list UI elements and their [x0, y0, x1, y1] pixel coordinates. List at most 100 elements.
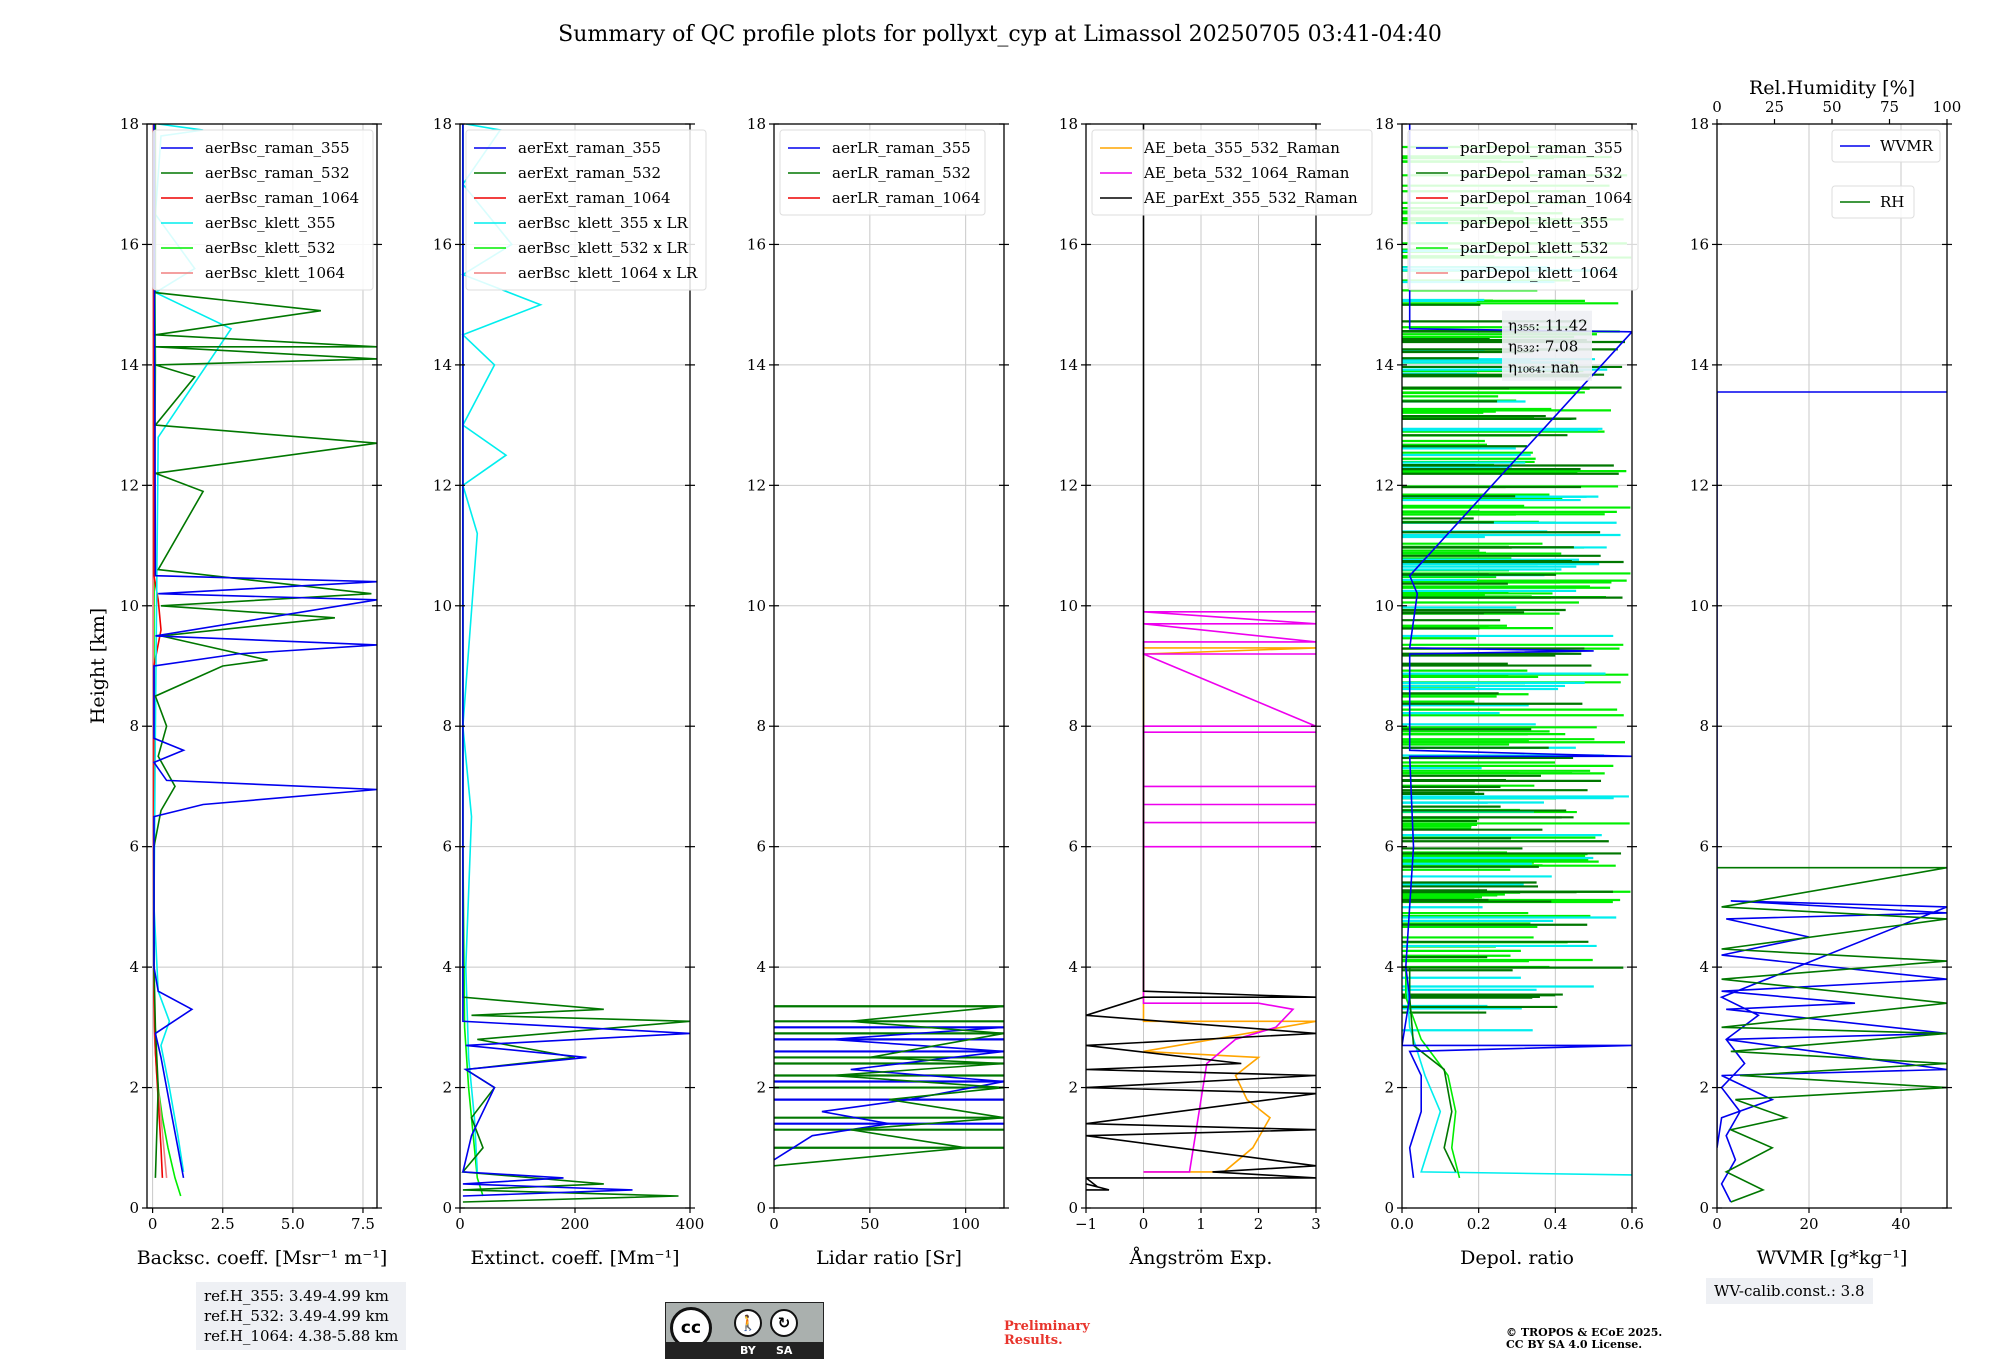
eta-label: η₅₃₂: 7.08 — [1508, 338, 1578, 356]
panel-depol: 0 2 4 6 8 10 12 14 16 18 0.0 0.2 0.4 0.6 Depol. ratio p… — [1375, 115, 1644, 1269]
ytick-label: 8 — [1384, 717, 1394, 735]
copyright-note: © TROPOS & ECoE 2025. CC BY SA 4.0 Licen… — [1506, 1327, 1662, 1351]
x-axis-label: Extinct. coeff. [Mm⁻¹] — [470, 1247, 679, 1269]
series-parDepol_klett_355 — [1405, 967, 1632, 1176]
ref-h-532: ref.H_532: 3.49-4.99 km — [204, 1307, 389, 1325]
ytick-label: 6 — [1384, 838, 1394, 856]
xtick-label: −1 — [1075, 1215, 1097, 1233]
legend-entry: aerBsc_raman_1064 — [205, 189, 359, 207]
data-layer — [774, 1005, 1004, 1167]
ytick-label: 16 — [747, 235, 766, 253]
ytick-label: 10 — [120, 597, 139, 615]
legend-box — [779, 129, 986, 216]
legend-entry: aerBsc_klett_355 x LR — [518, 214, 689, 232]
ytick-label: 2 — [1699, 1079, 1709, 1097]
ytick-label: 18 — [120, 115, 139, 133]
legend-entry: RH — [1880, 193, 1904, 211]
legend-box — [1831, 185, 1915, 219]
legend-entry: aerExt_raman_532 — [518, 164, 661, 182]
legend-entry: aerBsc_klett_532 x LR — [518, 239, 689, 257]
legend-entry: parDepol_klett_355 — [1460, 214, 1609, 232]
page-title: Summary of QC profile plots for pollyxt_… — [558, 22, 1442, 47]
ytick-label: 10 — [1059, 597, 1078, 615]
xtick-label: 1 — [1196, 1215, 1206, 1233]
xtick-label: 0.2 — [1467, 1215, 1491, 1233]
ytick-label: 6 — [442, 838, 452, 856]
series-aerBsc_raman_355 — [152, 124, 377, 1179]
top-xtick-label: 100 — [1933, 98, 1962, 116]
xtick-label: 200 — [561, 1215, 590, 1233]
ytick-label: 14 — [433, 356, 452, 374]
ytick-label: 4 — [442, 958, 452, 976]
ytick-label: 14 — [120, 356, 139, 374]
ref-h-355: ref.H_355: 3.49-4.99 km — [204, 1287, 389, 1305]
ytick-label: 2 — [1384, 1079, 1394, 1097]
copyright-line-1: © TROPOS & ECoE 2025. — [1506, 1326, 1663, 1339]
ytick-label: 8 — [1068, 717, 1078, 735]
y-axis-label: Height [km] — [87, 608, 109, 724]
ytick-label: 0 — [1068, 1199, 1078, 1217]
x-axis-label: Lidar ratio [Sr] — [816, 1247, 962, 1269]
xtick-label: 400 — [676, 1215, 705, 1233]
share-alike-icon: ↻ — [770, 1309, 798, 1337]
preliminary-results-note: Preliminary Results. — [1004, 1320, 1090, 1348]
ytick-label: 4 — [1699, 958, 1709, 976]
legend-entry: AE_beta_532_1064_Raman — [1143, 164, 1350, 182]
ytick-label: 18 — [1690, 115, 1709, 133]
ytick-label: 14 — [747, 356, 766, 374]
wv-calib-box: WV-calib.const.: 3.8 — [1706, 1278, 1873, 1304]
ytick-label: 0 — [442, 1199, 452, 1217]
ytick-label: 12 — [433, 476, 452, 494]
x-axis-label: Ångström Exp. — [1129, 1247, 1273, 1269]
top-xtick-label: 25 — [1765, 98, 1784, 116]
xtick-label: 0 — [455, 1215, 465, 1233]
ytick-label: 0 — [756, 1199, 766, 1217]
xtick-label: 0 — [1139, 1215, 1149, 1233]
data-layer — [1717, 391, 1947, 1203]
by-person-icon: 🚶 — [734, 1309, 762, 1337]
ytick-label: 2 — [756, 1079, 766, 1097]
xtick-label: 0 — [769, 1215, 779, 1233]
xtick-label: 0.6 — [1620, 1215, 1644, 1233]
xtick-label: 20 — [1799, 1215, 1818, 1233]
xtick-label: 2 — [1254, 1215, 1264, 1233]
legend-entry: aerBsc_klett_532 — [205, 239, 336, 257]
ytick-label: 8 — [1699, 717, 1709, 735]
legend-entry: parDepol_raman_1064 — [1460, 189, 1632, 207]
ytick-label: 14 — [1059, 356, 1078, 374]
legend-box — [1831, 129, 1941, 163]
panel-bsc: 0 2 4 6 8 10 12 14 16 18 0 2.5 5.0 7.5 Backsc. coeff. … — [120, 115, 387, 1269]
top-xtick-label: 75 — [1880, 98, 1899, 116]
legend-entry: aerExt_raman_1064 — [518, 189, 671, 207]
ytick-label: 0 — [129, 1199, 139, 1217]
ytick-label: 4 — [756, 958, 766, 976]
ytick-label: 6 — [756, 838, 766, 856]
ytick-label: 12 — [120, 476, 139, 494]
legend-box — [1091, 129, 1373, 216]
ytick-label: 10 — [747, 597, 766, 615]
x-axis-label: Backsc. coeff. [Msr⁻¹ m⁻¹] — [137, 1247, 388, 1269]
ytick-label: 0 — [1384, 1199, 1394, 1217]
ytick-label: 12 — [1375, 476, 1394, 494]
legend-box — [465, 129, 707, 291]
legend-entry: aerExt_raman_355 — [518, 139, 661, 157]
ytick-label: 6 — [1068, 838, 1078, 856]
top-xtick-label: 0 — [1712, 98, 1722, 116]
ytick-label: 16 — [1690, 235, 1709, 253]
ytick-label: 16 — [120, 235, 139, 253]
reference-height-box: ref.H_355: 3.49-4.99 km ref.H_532: 3.49-… — [196, 1282, 407, 1350]
ytick-label: 18 — [1375, 115, 1394, 133]
ytick-label: 8 — [442, 717, 452, 735]
ytick-label: 12 — [1059, 476, 1078, 494]
legend-entry: WVMR — [1880, 137, 1934, 155]
legend-entry: parDepol_raman_355 — [1460, 139, 1623, 157]
ytick-label: 10 — [433, 597, 452, 615]
series-parDepol_klett_532 — [1405, 967, 1461, 1179]
ref-h-1064: ref.H_1064: 4.38-5.88 km — [204, 1327, 399, 1345]
cc-license-badge[interactable]: cc 🚶 ↻ BY SA — [665, 1302, 824, 1359]
xtick-label: 0 — [1712, 1215, 1722, 1233]
ytick-label: 14 — [1375, 356, 1394, 374]
series-AE_parExt_355_532_Raman — [1086, 124, 1316, 1191]
xtick-label: 50 — [860, 1215, 879, 1233]
